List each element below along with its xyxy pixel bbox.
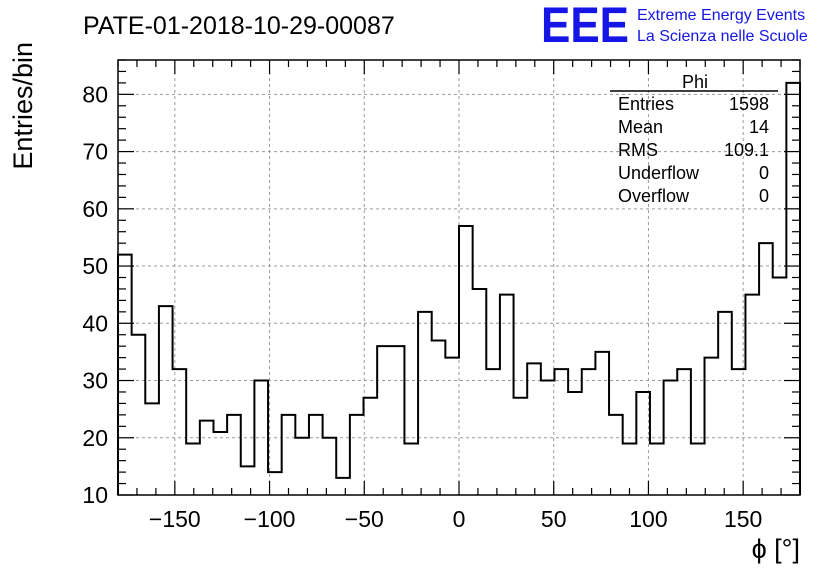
histogram-bin-10 (254, 381, 268, 495)
histogram-bin-46 (745, 295, 759, 495)
stats-label-entries: Entries (618, 94, 674, 114)
y-tick-label-4: 50 (82, 253, 108, 279)
histogram-bin-29 (514, 398, 528, 495)
histogram-bin-43 (705, 358, 719, 495)
histogram-bin-3 (159, 306, 173, 495)
histogram-bin-17 (350, 415, 364, 495)
y-tick-label-2: 30 (82, 368, 108, 394)
y-tick-label-0: 10 (82, 482, 108, 508)
x-tick-labels: −150 −100 −50 0 50 100 150 (149, 506, 762, 532)
eee-logo-line1: Extreme Energy Events (637, 7, 805, 24)
histogram-bin-5 (186, 443, 200, 495)
axes (117, 59, 801, 496)
stats-title: Phi (682, 72, 708, 92)
histogram-series (117, 81, 801, 496)
histogram-bin-18 (364, 398, 378, 495)
x-tick-label-4: 50 (541, 506, 567, 532)
stats-label-overflow: Overflow (618, 186, 690, 206)
histogram-bin-0 (118, 255, 132, 495)
chart-title: PATE-01-2018-10-29-00087 (83, 12, 395, 40)
histogram-bin-9 (241, 466, 255, 495)
eee-logo: EEE Extreme Energy Events La Scienza nel… (541, 0, 808, 53)
y-tick-label-5: 60 (82, 196, 108, 222)
histogram-bin-39 (650, 443, 664, 495)
histogram-bin-12 (282, 415, 296, 495)
x-tick-label-2: −50 (345, 506, 384, 532)
histogram-bin-38 (636, 392, 650, 495)
eee-logo-line2: La Scienza nelle Scuole (637, 28, 808, 45)
histogram-bin-31 (541, 381, 555, 495)
stats-value-entries: 1598 (729, 94, 769, 114)
stats-label-mean: Mean (618, 117, 663, 137)
stats-value-rms: 109.1 (724, 140, 769, 160)
histogram-bin-21 (404, 443, 418, 495)
histogram-bin-42 (691, 443, 705, 495)
stats-label-underflow: Underflow (618, 163, 700, 183)
histogram-bin-23 (432, 340, 446, 495)
y-tick-label-1: 20 (82, 425, 108, 451)
histogram-bin-27 (486, 369, 500, 495)
histogram-bin-41 (677, 369, 691, 495)
x-tick-label-5: 100 (629, 506, 667, 532)
x-tick-label-1: −100 (244, 506, 296, 532)
x-tick-label-0: −150 (149, 506, 201, 532)
histogram-bin-13 (295, 438, 309, 495)
histogram-bin-37 (623, 443, 637, 495)
histogram-bin-45 (732, 369, 746, 495)
histogram-bin-22 (418, 312, 432, 495)
histogram-bin-1 (132, 335, 146, 495)
histogram-bin-14 (309, 415, 323, 495)
histogram-bin-2 (145, 403, 159, 495)
histogram-bin-32 (554, 369, 568, 495)
histogram-bin-30 (527, 363, 541, 495)
grid (118, 60, 800, 495)
stats-box: Phi Entries 1598 Mean 14 RMS 109.1 Under… (610, 72, 778, 206)
histogram-bin-33 (568, 392, 582, 495)
histogram-bin-40 (664, 381, 678, 495)
stats-value-underflow: 0 (759, 163, 769, 183)
histogram-bin-25 (459, 226, 473, 495)
histogram-bin-26 (473, 289, 487, 495)
x-tick-label-3: 0 (453, 506, 466, 532)
histogram-bin-7 (213, 432, 227, 495)
x-axis-label: ϕ [°] (752, 534, 800, 564)
stats-value-overflow: 0 (759, 186, 769, 206)
y-tick-label-6: 70 (82, 139, 108, 165)
y-axis-label: Entries/bin (8, 42, 38, 170)
stats-label-rms: RMS (618, 140, 658, 160)
stats-value-mean: 14 (749, 117, 769, 137)
histogram-bin-6 (200, 421, 214, 495)
histogram-bin-35 (595, 352, 609, 495)
histogram-bin-47 (759, 243, 773, 495)
histogram-line (117, 81, 801, 495)
histogram-bin-8 (227, 415, 241, 495)
histogram-bin-4 (173, 369, 187, 495)
histogram-bin-24 (445, 358, 459, 495)
histogram-bin-16 (336, 478, 350, 495)
histogram-bin-28 (500, 295, 514, 495)
histogram-bin-36 (609, 415, 623, 495)
histogram-bin-20 (391, 346, 405, 495)
histogram-bin-44 (718, 312, 732, 495)
histogram-bin-34 (582, 369, 596, 495)
eee-logo-mark: EEE (541, 0, 629, 53)
histogram-bin-48 (773, 278, 787, 496)
y-tick-labels: 10 20 30 40 50 60 70 80 (82, 81, 108, 508)
y-tick-label-3: 40 (82, 310, 108, 336)
histogram-bin-19 (377, 346, 391, 495)
x-tick-label-6: 150 (724, 506, 762, 532)
histogram-bin-15 (323, 438, 337, 495)
y-tick-label-7: 80 (82, 81, 108, 107)
